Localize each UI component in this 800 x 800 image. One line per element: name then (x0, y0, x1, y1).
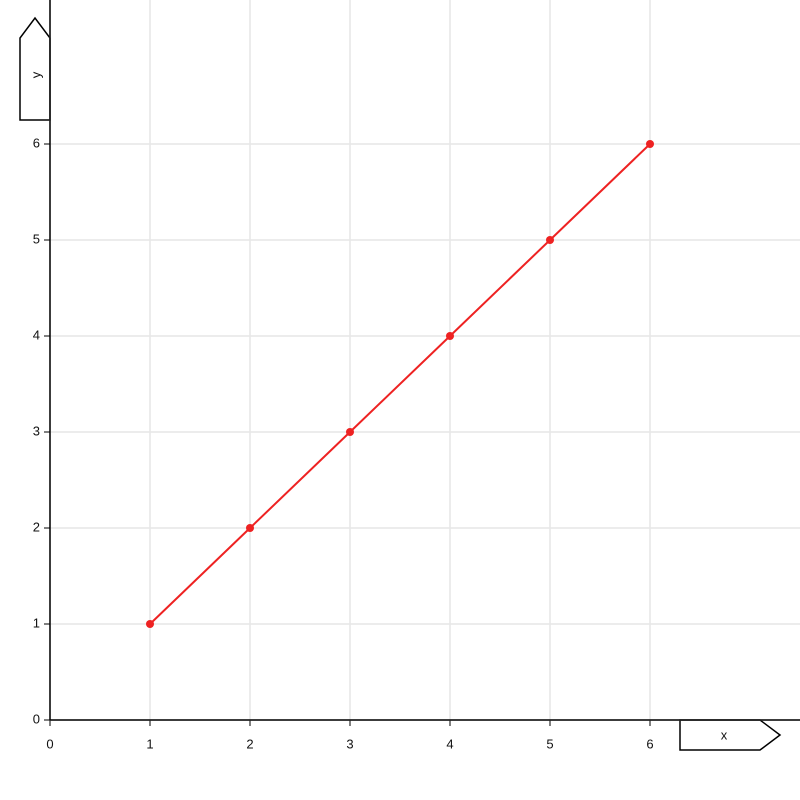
data-point (146, 620, 154, 628)
data-point (346, 428, 354, 436)
y-tick-label: 1 (33, 615, 40, 630)
x-label-arrow (679, 719, 782, 751)
y-tick-label: 6 (33, 135, 40, 150)
y-tick-label: 2 (33, 519, 40, 534)
x-tick-label: 4 (446, 736, 453, 751)
y-tick-label: 4 (33, 327, 40, 342)
y-axis-label: y (28, 71, 43, 78)
y-axis-label-box: y (19, 16, 51, 121)
data-point (246, 524, 254, 532)
x-tick-label: 1 (146, 736, 153, 751)
data-point (546, 236, 554, 244)
y-tick-label: 3 (33, 423, 40, 438)
x-tick-label: 5 (546, 736, 553, 751)
x-axis-label: x (721, 727, 728, 742)
x-tick-label: 3 (346, 736, 353, 751)
x-tick-label: 0 (46, 736, 53, 751)
y-tick-label: 5 (33, 231, 40, 246)
y-label-arrow (19, 16, 51, 121)
data-point (646, 140, 654, 148)
data-point (446, 332, 454, 340)
data-line (149, 143, 651, 625)
y-tick-label: 0 (33, 711, 40, 726)
x-axis-label-box: x (679, 719, 782, 751)
x-tick-label: 2 (246, 736, 253, 751)
x-tick-label: 6 (646, 736, 653, 751)
